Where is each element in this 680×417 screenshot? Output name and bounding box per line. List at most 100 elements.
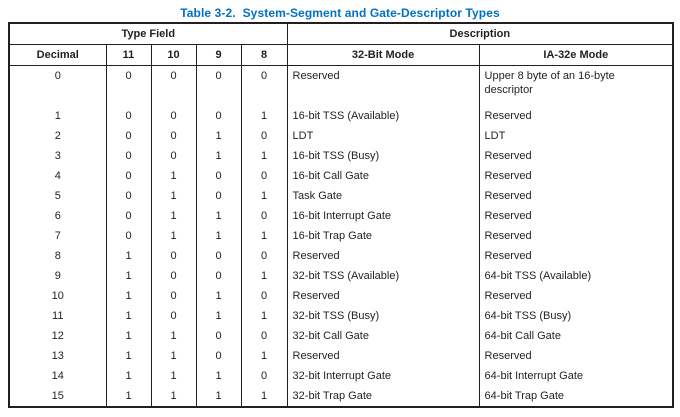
cell-decimal: 8 [8, 245, 107, 266]
column-header-ia32e-mode: IA-32e Mode [478, 43, 674, 66]
cell-bit-11: 0 [105, 185, 152, 206]
cell-ia32e-mode: Reserved [478, 225, 674, 246]
cell-bit-10: 0 [150, 125, 197, 146]
group-header-description: Description [286, 22, 674, 45]
cell-32bit-mode: 16-bit Call Gate [286, 165, 480, 186]
cell-bit-9: 1 [195, 125, 242, 146]
cell-ia32e-mode: Reserved [478, 285, 674, 306]
table-row: 6 0 1 1 0 16-bit Interrupt Gate Reserved [8, 205, 674, 226]
cell-bit-8: 1 [240, 305, 288, 326]
cell-bit-10: 0 [150, 265, 197, 286]
cell-ia32e-mode: Reserved [478, 245, 674, 266]
cell-bit-9: 1 [195, 365, 242, 386]
cell-bit-8: 1 [240, 185, 288, 206]
column-header-decimal: Decimal [8, 43, 107, 66]
cell-bit-11: 0 [105, 165, 152, 186]
cell-bit-10: 1 [150, 205, 197, 226]
table-row: 12 1 1 0 0 32-bit Call Gate 64-bit Call Gate [8, 325, 674, 346]
cell-bit-9: 0 [195, 325, 242, 346]
cell-32bit-mode: 16-bit TSS (Available) [286, 105, 480, 126]
cell-bit-9: 0 [195, 105, 242, 126]
cell-bit-10: 1 [150, 385, 197, 407]
cell-bit-8: 1 [240, 105, 288, 126]
cell-bit-8: 0 [240, 365, 288, 386]
table-row: 2 0 0 1 0 LDT LDT [8, 125, 674, 146]
cell-decimal: 15 [8, 385, 107, 407]
cell-bit-8: 1 [240, 385, 288, 407]
cell-bit-8: 0 [240, 125, 288, 146]
cell-decimal: 14 [8, 365, 107, 386]
table-row: 7 0 1 1 1 16-bit Trap Gate Reserved [8, 225, 674, 246]
cell-decimal: 0 [8, 65, 107, 106]
cell-bit-11: 1 [105, 345, 152, 366]
cell-32bit-mode: LDT [286, 125, 480, 146]
cell-32bit-mode: 16-bit Interrupt Gate [286, 205, 480, 226]
cell-32bit-mode: Task Gate [286, 185, 480, 206]
cell-32bit-mode: 16-bit Trap Gate [286, 225, 480, 246]
cell-bit-10: 1 [150, 165, 197, 186]
table-row: 3 0 0 1 1 16-bit TSS (Busy) Reserved [8, 145, 674, 166]
group-header-row: Type Field Description [8, 22, 674, 45]
cell-bit-9: 0 [195, 185, 242, 206]
cell-32bit-mode: 32-bit TSS (Busy) [286, 305, 480, 326]
cell-bit-8: 1 [240, 265, 288, 286]
cell-bit-10: 1 [150, 345, 197, 366]
cell-bit-9: 0 [195, 245, 242, 266]
cell-bit-9: 0 [195, 65, 242, 106]
cell-bit-8: 0 [240, 285, 288, 306]
cell-bit-10: 0 [150, 65, 197, 106]
cell-ia32e-mode: 64-bit Trap Gate [478, 385, 674, 407]
cell-ia32e-mode: 64-bit TSS (Available) [478, 265, 674, 286]
cell-32bit-mode: 32-bit TSS (Available) [286, 265, 480, 286]
cell-ia32e-mode: Reserved [478, 105, 674, 126]
table-row: 15 1 1 1 1 32-bit Trap Gate 64-bit Trap Gate [8, 385, 674, 407]
cell-bit-10: 1 [150, 185, 197, 206]
table-row: 1 0 0 0 1 16-bit TSS (Available) Reserved [8, 105, 674, 126]
table-row: 10 1 0 1 0 Reserved Reserved [8, 285, 674, 306]
cell-bit-11: 0 [105, 205, 152, 226]
cell-bit-9: 1 [195, 285, 242, 306]
cell-bit-11: 0 [105, 145, 152, 166]
cell-decimal: 1 [8, 105, 107, 126]
table-row: 13 1 1 0 1 Reserved Reserved [8, 345, 674, 366]
cell-bit-11: 1 [105, 245, 152, 266]
cell-bit-10: 0 [150, 245, 197, 266]
cell-bit-11: 1 [105, 285, 152, 306]
cell-bit-9: 0 [195, 265, 242, 286]
column-header-row: Decimal 11 10 9 8 32-Bit Mode IA-32e Mod… [8, 43, 674, 66]
column-header-bit-11: 11 [105, 43, 152, 66]
cell-32bit-mode: 32-bit Call Gate [286, 325, 480, 346]
cell-ia32e-mode: Reserved [478, 165, 674, 186]
cell-ia32e-mode: LDT [478, 125, 674, 146]
cell-decimal: 11 [8, 305, 107, 326]
cell-decimal: 9 [8, 265, 107, 286]
cell-bit-11: 1 [105, 365, 152, 386]
table-row: 11 1 0 1 1 32-bit TSS (Busy) 64-bit TSS (Busy) [8, 305, 674, 326]
cell-bit-10: 1 [150, 225, 197, 246]
cell-ia32e-mode: 64-bit Interrupt Gate [478, 365, 674, 386]
group-header-type-field: Type Field [8, 22, 288, 45]
cell-bit-8: 0 [240, 165, 288, 186]
cell-bit-10: 0 [150, 105, 197, 126]
cell-ia32e-mode: Reserved [478, 185, 674, 206]
cell-bit-11: 0 [105, 105, 152, 126]
cell-decimal: 4 [8, 165, 107, 186]
cell-decimal: 3 [8, 145, 107, 166]
cell-32bit-mode: 32-bit Trap Gate [286, 385, 480, 407]
cell-bit-9: 0 [195, 345, 242, 366]
cell-bit-8: 0 [240, 325, 288, 346]
table-row: 9 1 0 0 1 32-bit TSS (Available) 64-bit TSS (A… [8, 265, 674, 286]
cell-decimal: 13 [8, 345, 107, 366]
table-row: 4 0 1 0 0 16-bit Call Gate Reserved [8, 165, 674, 186]
cell-ia32e-mode: 64-bit Call Gate [478, 325, 674, 346]
cell-ia32e-mode: Reserved [478, 145, 674, 166]
cell-bit-10: 0 [150, 285, 197, 306]
cell-decimal: 12 [8, 325, 107, 346]
cell-bit-10: 1 [150, 325, 197, 346]
cell-bit-10: 0 [150, 145, 197, 166]
cell-bit-11: 0 [105, 225, 152, 246]
cell-bit-11: 1 [105, 265, 152, 286]
column-header-32bit-mode: 32-Bit Mode [286, 43, 480, 66]
cell-bit-8: 0 [240, 245, 288, 266]
cell-bit-9: 1 [195, 145, 242, 166]
